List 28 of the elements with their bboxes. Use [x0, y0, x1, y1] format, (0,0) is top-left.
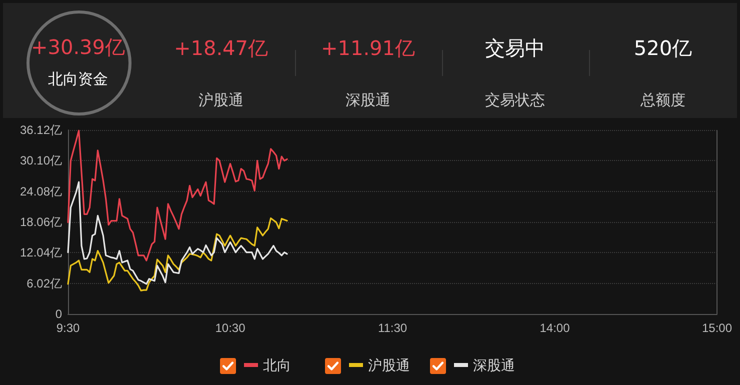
text: 总额度	[640, 91, 686, 110]
y-tick-label: 0	[55, 307, 62, 321]
legend-label: 沪股通	[368, 357, 410, 373]
legend-label: 深股通	[473, 357, 515, 373]
text: +11.91亿	[320, 36, 416, 60]
line-series	[67, 217, 288, 292]
line-series	[67, 130, 288, 262]
y-tick-label: 36.12亿	[20, 123, 62, 137]
text: 520亿	[632, 36, 694, 60]
y-tick-label: 6.02亿	[26, 276, 62, 290]
y-tick-label: 30.10亿	[20, 154, 62, 168]
x-tick-label: 11:30	[378, 321, 408, 335]
text: 交易中	[484, 36, 546, 60]
text: 交易状态	[484, 91, 546, 110]
text: 沪股通	[198, 91, 244, 110]
x-tick-label: 10:30	[215, 321, 246, 335]
line-series	[67, 181, 288, 285]
y-tick-label: 24.08亿	[20, 184, 62, 198]
x-tick-label: 15:00	[702, 321, 732, 335]
text: 深股通	[344, 91, 392, 110]
text: +30.39亿	[30, 35, 126, 59]
legend-label: 北向	[263, 357, 291, 373]
text: 北向资金	[47, 70, 109, 89]
x-tick-label: 9:30	[56, 321, 80, 335]
text: +18.47亿	[172, 36, 269, 60]
y-tick-label: 18.06亿	[20, 215, 62, 229]
x-tick-label: 14:00	[540, 321, 570, 335]
y-tick-label: 12.04亿	[20, 246, 62, 260]
